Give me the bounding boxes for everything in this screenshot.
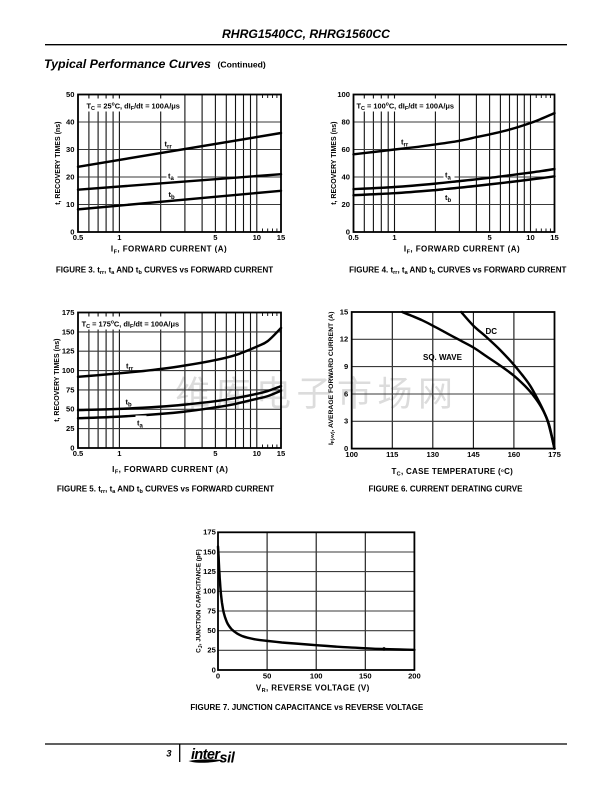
- svg-text:intersil: intersil: [191, 747, 236, 767]
- svg-text:0.5: 0.5: [73, 233, 84, 242]
- svg-text:50: 50: [263, 672, 271, 681]
- svg-text:150: 150: [203, 547, 216, 556]
- svg-text:1: 1: [117, 233, 122, 242]
- svg-text:0: 0: [216, 672, 220, 681]
- svg-text:1: 1: [392, 233, 397, 242]
- svg-text:Typical Performance Curves: Typical Performance Curves: [44, 57, 211, 71]
- svg-text:CJ​, JUNCTION CAPACITANCE (pF): CJ​, JUNCTION CAPACITANCE (pF): [196, 549, 205, 653]
- svg-text:100: 100: [345, 450, 358, 459]
- svg-text:t, RECOVERY TIMES (ns): t, RECOVERY TIMES (ns): [331, 122, 338, 205]
- svg-text:trr​: trr​: [401, 138, 409, 149]
- svg-text:12: 12: [340, 335, 348, 344]
- svg-text:150: 150: [359, 672, 372, 681]
- svg-text:5: 5: [213, 449, 218, 458]
- svg-text:VR​, REVERSE VOLTAGE (V): VR​, REVERSE VOLTAGE (V): [256, 683, 370, 694]
- svg-text:trr​: trr​: [126, 362, 134, 373]
- svg-text:t, RECOVERY TIMES (ns): t, RECOVERY TIMES (ns): [54, 339, 61, 422]
- svg-text:0.5: 0.5: [73, 449, 84, 458]
- svg-text:30: 30: [66, 145, 74, 154]
- svg-text:200: 200: [408, 672, 421, 681]
- svg-text:175: 175: [62, 308, 75, 317]
- svg-text:IF​, FORWARD CURRENT (A): IF​, FORWARD CURRENT (A): [111, 245, 227, 256]
- svg-text:TC​ = 175o​C, dIF​/dt = 100A/μ: TC​ = 175o​C, dIF​/dt = 100A/μs: [82, 319, 180, 330]
- svg-text:5: 5: [487, 233, 492, 242]
- svg-text:60: 60: [342, 145, 350, 154]
- svg-text:ta​: ta​: [168, 171, 175, 182]
- svg-text:15: 15: [277, 233, 286, 242]
- svg-text:IF(AV)​, AVERAGE FORWARD CURRE: IF(AV)​, AVERAGE FORWARD CURRENT (A): [328, 312, 335, 446]
- svg-text:FIGURE 4. trr​, ta​ AND tb​ C: FIGURE 4. trr​, ta​ AND tb​ CURVES vs FO…: [349, 265, 566, 276]
- svg-text:150: 150: [62, 327, 75, 336]
- svg-text:FIGURE 5. trr​, ta​ AND tb​ C: FIGURE 5. trr​, ta​ AND tb​ CURVES vs FO…: [57, 485, 274, 496]
- svg-text:FIGURE 6. CURRENT DERATING CU: FIGURE 6. CURRENT DERATING CURVE: [369, 485, 524, 494]
- svg-text:RHRG1540CC, RHRG1560CC: RHRG1540CC, RHRG1560CC: [222, 27, 390, 41]
- svg-text:130: 130: [426, 450, 439, 459]
- svg-text:10: 10: [526, 233, 534, 242]
- svg-text:(Continued): (Continued): [218, 60, 266, 70]
- svg-text:1: 1: [117, 449, 122, 458]
- svg-text:ta​: ta​: [445, 171, 452, 182]
- svg-text:125: 125: [203, 567, 216, 576]
- svg-text:160: 160: [508, 450, 521, 459]
- svg-text:80: 80: [342, 117, 350, 126]
- svg-text:40: 40: [342, 172, 350, 181]
- svg-text:25: 25: [207, 646, 216, 655]
- svg-text:100: 100: [310, 672, 323, 681]
- svg-text:t, RECOVERY TIMES (ns): t, RECOVERY TIMES (ns): [55, 122, 62, 205]
- svg-text:IF​, FORWARD CURRENT (A): IF​, FORWARD CURRENT (A): [404, 245, 520, 256]
- svg-text:25: 25: [66, 424, 75, 433]
- svg-text:15: 15: [340, 307, 349, 316]
- svg-text:9: 9: [344, 362, 348, 371]
- svg-text:tb​: tb​: [169, 190, 176, 201]
- svg-text:15: 15: [550, 233, 559, 242]
- svg-text:3: 3: [166, 749, 172, 760]
- svg-text:IF​, FORWARD CURRENT (A): IF​, FORWARD CURRENT (A): [112, 465, 228, 476]
- svg-text:TC​, CASE TEMPERATURE (o​C): TC​, CASE TEMPERATURE (o​C): [391, 467, 513, 478]
- svg-text:125: 125: [62, 347, 75, 356]
- svg-text:SQ. WAVE: SQ. WAVE: [423, 353, 463, 362]
- svg-text:100: 100: [62, 366, 75, 375]
- svg-text:TC​ = 100o​C, dIF​/dt = 100A/μ: TC​ = 100o​C, dIF​/dt = 100A/μs: [357, 101, 455, 112]
- svg-text:50: 50: [66, 405, 74, 414]
- svg-text:0: 0: [212, 665, 216, 674]
- svg-text:50: 50: [207, 626, 215, 635]
- svg-text:50: 50: [66, 90, 74, 99]
- svg-text:tb​: tb​: [445, 193, 452, 204]
- svg-text:DC: DC: [486, 327, 498, 336]
- svg-text:75: 75: [66, 385, 75, 394]
- svg-text:10: 10: [66, 200, 74, 209]
- svg-text:trr​: trr​: [165, 140, 173, 151]
- svg-text:FIGURE 3. trr​, ta​ AND tb​ C: FIGURE 3. trr​, ta​ AND tb​ CURVES vs FO…: [56, 265, 273, 276]
- svg-text:20: 20: [342, 200, 350, 209]
- svg-text:10: 10: [253, 233, 261, 242]
- svg-text:10: 10: [253, 449, 261, 458]
- svg-text:0.5: 0.5: [348, 233, 359, 242]
- svg-text:100: 100: [337, 90, 350, 99]
- svg-text:FIGURE 7. JUNCTION CAPACITANC: FIGURE 7. JUNCTION CAPACITANCE vs REVERS…: [190, 703, 423, 712]
- svg-text:0: 0: [70, 443, 74, 452]
- svg-text:tb​: tb​: [126, 398, 133, 409]
- svg-text:15: 15: [277, 449, 286, 458]
- svg-text:0: 0: [346, 227, 350, 236]
- svg-text:20: 20: [66, 172, 74, 181]
- svg-text:115: 115: [386, 450, 399, 459]
- svg-text:175: 175: [203, 528, 216, 537]
- svg-text:100: 100: [203, 587, 216, 596]
- svg-text:TC​ = 25o​C, dIF​/dt = 100A/μs: TC​ = 25o​C, dIF​/dt = 100A/μs: [87, 101, 180, 112]
- svg-text:0: 0: [70, 227, 74, 236]
- svg-text:ta​: ta​: [137, 419, 144, 430]
- svg-text:40: 40: [66, 117, 74, 126]
- svg-text:0: 0: [344, 444, 348, 453]
- svg-text:75: 75: [207, 606, 216, 615]
- svg-text:5: 5: [213, 233, 218, 242]
- svg-text:175: 175: [548, 450, 561, 459]
- svg-text:145: 145: [467, 450, 480, 459]
- svg-text:6: 6: [344, 389, 348, 398]
- svg-text:3: 3: [344, 417, 348, 426]
